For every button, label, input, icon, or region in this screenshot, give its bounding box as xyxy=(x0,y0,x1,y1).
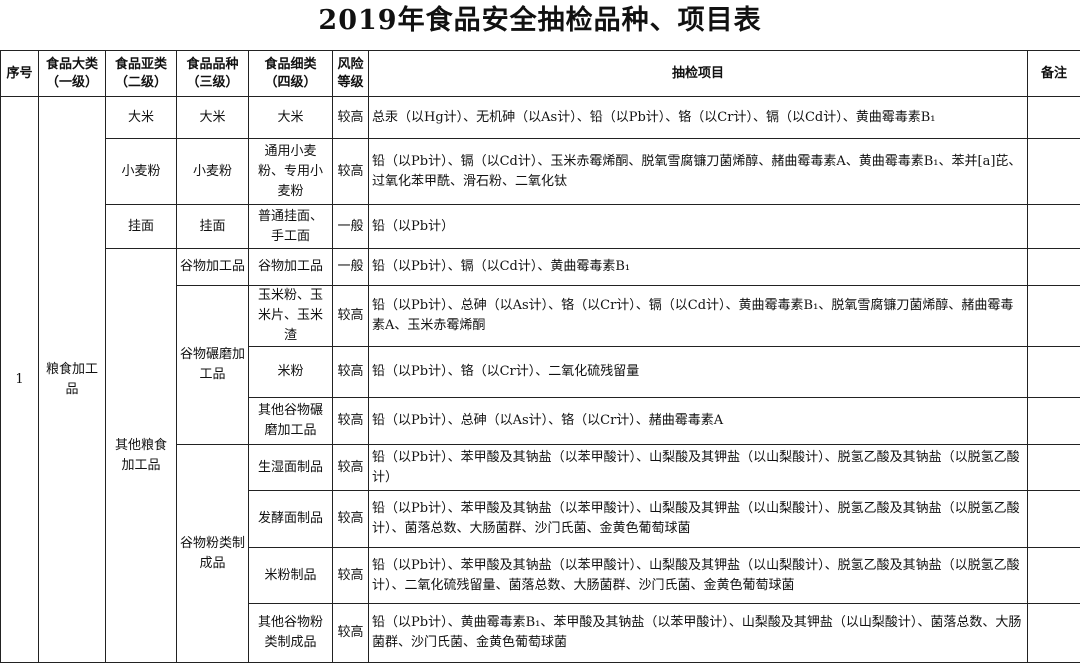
risk-cell: 一般 xyxy=(332,248,369,286)
table-row: 米粉 较高 铅（以Pb计）、铬（以Cr计）、二氧化硫残留量 xyxy=(1,346,1080,398)
cat3-cell: 谷物粉类制成品 xyxy=(176,444,249,663)
page-title: 2019年食品安全抽检品种、项目表 xyxy=(318,5,762,36)
risk-cell: 较高 xyxy=(332,547,369,604)
header-cat4: 食品细类（四级） xyxy=(248,50,333,97)
risk-cell: 一般 xyxy=(332,204,369,249)
table-row: 其他谷物粉类制成品 较高 铅（以Pb计）、黄曲霉毒素B₁、苯甲酸及其钠盐（以苯甲… xyxy=(1,603,1080,663)
risk-cell: 较高 xyxy=(332,138,369,205)
items-cell: 铅（以Pb计）、铬（以Cr计）、二氧化硫残留量 xyxy=(368,346,1028,398)
cat4-cell: 生湿面制品 xyxy=(248,444,333,491)
risk-cell: 较高 xyxy=(332,346,369,398)
note-cell xyxy=(1027,285,1080,347)
items-cell: 铅（以Pb计）、总砷（以As计）、铬（以Cr计）、赭曲霉毒素A xyxy=(368,397,1028,445)
cat2-cell: 挂面 xyxy=(105,204,177,249)
note-cell xyxy=(1027,346,1080,398)
note-cell xyxy=(1027,490,1080,548)
items-cell: 铅（以Pb计）、苯甲酸及其钠盐（以苯甲酸计）、山梨酸及其钾盐（以山梨酸计）、脱氢… xyxy=(368,547,1028,604)
inspection-table: 序号 食品大类（一级） 食品亚类（二级） 食品品种（三级） 食品细类（四级） 风… xyxy=(0,50,1080,663)
header-cat3: 食品品种（三级） xyxy=(176,50,249,97)
risk-cell: 较高 xyxy=(332,96,369,139)
table-row: 挂面 挂面 普通挂面、手工面 一般 铅（以Pb计） xyxy=(1,204,1080,249)
seq-cell: 1 xyxy=(0,96,39,663)
items-cell: 铅（以Pb计）、苯甲酸及其钠盐（以苯甲酸计）、山梨酸及其钾盐（以山梨酸计）、脱氢… xyxy=(368,444,1028,491)
cat4-cell: 其他谷物碾磨加工品 xyxy=(248,397,333,445)
cat4-cell: 谷物加工品 xyxy=(248,248,333,286)
cat3-cell: 谷物碾磨加工品 xyxy=(176,285,249,445)
cat2-cell: 其他粮食加工品 xyxy=(105,248,177,663)
note-cell xyxy=(1027,547,1080,604)
risk-cell: 较高 xyxy=(332,444,369,491)
note-cell xyxy=(1027,397,1080,445)
cat3-cell: 挂面 xyxy=(176,204,249,249)
table-row: 其他谷物碾磨加工品 较高 铅（以Pb计）、总砷（以As计）、铬（以Cr计）、赭曲… xyxy=(1,397,1080,445)
cat4-cell: 大米 xyxy=(248,96,333,139)
note-cell xyxy=(1027,138,1080,205)
cat4-cell: 通用小麦粉、专用小麦粉 xyxy=(248,138,333,205)
note-cell xyxy=(1027,96,1080,139)
items-cell: 铅（以Pb计）、镉（以Cd计）、黄曲霉毒素B₁ xyxy=(368,248,1028,286)
cat3-cell: 大米 xyxy=(176,96,249,139)
cat4-cell: 玉米粉、玉米片、玉米渣 xyxy=(248,285,333,347)
cat4-cell: 其他谷物粉类制成品 xyxy=(248,603,333,663)
table-row: 谷物碾磨加工品 玉米粉、玉米片、玉米渣 较高 铅（以Pb计）、总砷（以As计）、… xyxy=(1,285,1080,445)
items-cell: 铅（以Pb计）、黄曲霉毒素B₁、苯甲酸及其钠盐（以苯甲酸计）、山梨酸及其钾盐（以… xyxy=(368,603,1028,663)
table-row: 其他粮食加工品 谷物加工品 谷物加工品 一般 铅（以Pb计）、镉（以Cd计）、黄… xyxy=(1,248,1080,663)
header-cat1: 食品大类（一级） xyxy=(38,50,106,97)
table-row: 小麦粉 小麦粉 通用小麦粉、专用小麦粉 较高 铅（以Pb计）、镉（以Cd计）、玉… xyxy=(1,138,1080,205)
note-cell xyxy=(1027,204,1080,249)
cat4-cell: 普通挂面、手工面 xyxy=(248,204,333,249)
header-cat2: 食品亚类（二级） xyxy=(105,50,177,97)
items-cell: 铅（以Pb计） xyxy=(368,204,1028,249)
header-row: 序号 食品大类（一级） 食品亚类（二级） 食品品种（三级） 食品细类（四级） 风… xyxy=(0,50,1080,97)
cat1-cell: 粮食加工品 xyxy=(38,96,106,663)
items-cell: 总汞（以Hg计）、无机砷（以As计）、铅（以Pb计）、铬（以Cr计）、镉（以Cd… xyxy=(368,96,1028,139)
risk-cell: 较高 xyxy=(332,490,369,548)
table-row: 谷物粉类制成品 生湿面制品 较高 铅（以Pb计）、苯甲酸及其钠盐（以苯甲酸计）、… xyxy=(1,444,1080,663)
risk-cell: 较高 xyxy=(332,397,369,445)
note-cell xyxy=(1027,444,1080,491)
cat4-cell: 米粉制品 xyxy=(248,547,333,604)
cat3-cell: 小麦粉 xyxy=(176,138,249,205)
items-cell: 铅（以Pb计）、总砷（以As计）、铬（以Cr计）、镉（以Cd计）、黄曲霉毒素B₁… xyxy=(368,285,1028,347)
header-items: 抽检项目 xyxy=(368,50,1028,97)
note-cell xyxy=(1027,248,1080,286)
table-row: 1 粮食加工品 大米 大米 大米 较高 总汞（以Hg计）、无机砷（以As计）、铅… xyxy=(0,96,1080,663)
cat3-cell: 谷物加工品 xyxy=(176,248,249,286)
cat2-cell: 小麦粉 xyxy=(105,138,177,205)
cat4-cell: 米粉 xyxy=(248,346,333,398)
risk-cell: 较高 xyxy=(332,603,369,663)
header-seq: 序号 xyxy=(0,50,39,97)
cat2-cell: 大米 xyxy=(105,96,177,139)
risk-cell: 较高 xyxy=(332,285,369,347)
items-cell: 铅（以Pb计）、苯甲酸及其钠盐（以苯甲酸计）、山梨酸及其钾盐（以山梨酸计）、脱氢… xyxy=(368,490,1028,548)
cat4-cell: 发酵面制品 xyxy=(248,490,333,548)
note-cell xyxy=(1027,603,1080,663)
items-cell: 铅（以Pb计）、镉（以Cd计）、玉米赤霉烯酮、脱氧雪腐镰刀菌烯醇、赭曲霉毒素A、… xyxy=(368,138,1028,205)
header-note: 备注 xyxy=(1027,50,1080,97)
table-row: 发酵面制品 较高 铅（以Pb计）、苯甲酸及其钠盐（以苯甲酸计）、山梨酸及其钾盐（… xyxy=(1,490,1080,548)
header-risk: 风险等级 xyxy=(332,50,369,97)
